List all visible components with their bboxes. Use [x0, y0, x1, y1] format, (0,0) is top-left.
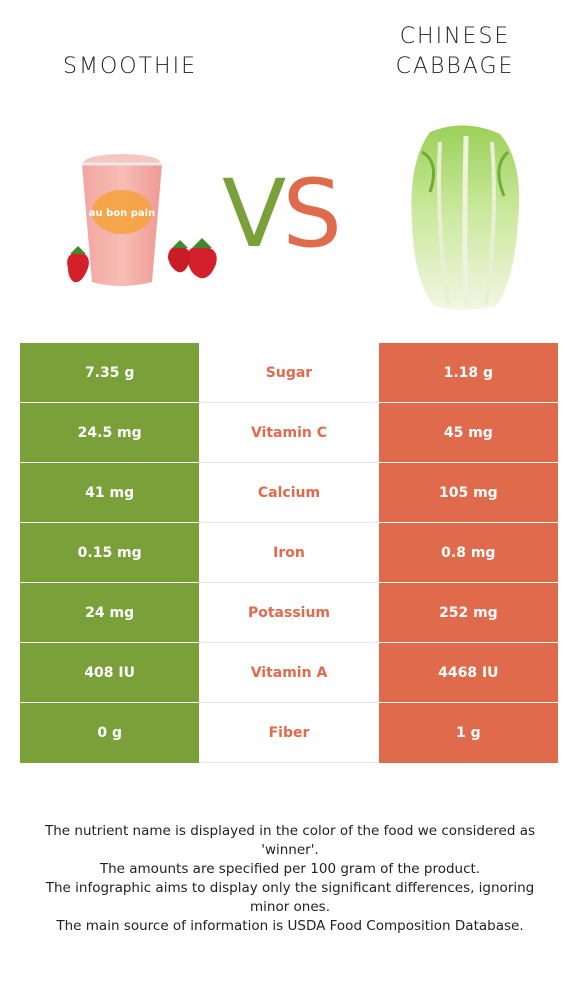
strawberry-right-icon [168, 238, 217, 279]
chinese-cabbage-title-line1: CHINESE [399, 24, 511, 49]
comparison-row: 41 mg Calcium 105 mg [20, 462, 558, 523]
smoothie-title: SMOOTHIE [63, 54, 197, 79]
comparison-row: 7.35 g Sugar 1.18 g [20, 343, 558, 403]
comparison-row: 408 IU Vitamin A 4468 IU [20, 642, 558, 703]
footnote: The amounts are specified per 100 gram o… [99, 861, 481, 877]
right-value: 45 mg [378, 402, 558, 463]
comparison-row: 0.15 mg Iron 0.8 mg [20, 522, 558, 583]
nutrient-name: Iron [199, 522, 379, 583]
nutrient-name: Vitamin A [199, 642, 379, 703]
nutrient-name: Fiber [199, 702, 379, 763]
comparison-row: 24.5 mg Vitamin C 45 mg [20, 402, 558, 463]
versus-label: VS [222, 168, 342, 262]
footnote: The nutrient name is displayed in the co… [44, 823, 536, 858]
chinese-cabbage-title: CHINESE CABBAGE [340, 22, 570, 82]
versus-s: S [282, 160, 342, 269]
footnotes: The nutrient name is displayed in the co… [28, 822, 552, 936]
smoothie-image: au bon pain [67, 154, 217, 286]
footnote: The main source of information is USDA F… [56, 918, 524, 934]
right-value: 4468 IU [378, 642, 558, 703]
nutrient-name: Calcium [199, 462, 379, 523]
nutrient-name: Sugar [199, 343, 379, 403]
left-value: 408 IU [20, 642, 200, 703]
left-value: 24.5 mg [20, 402, 200, 463]
right-value: 1 g [378, 702, 558, 763]
cup-brand-text: au bon pain [89, 208, 155, 219]
left-value: 0.15 mg [20, 522, 200, 583]
right-value: 252 mg [378, 582, 558, 643]
nutrient-name: Vitamin C [199, 402, 379, 463]
comparison-table: 7.35 g Sugar 1.18 g 24.5 mg Vitamin C 45 mg 41… [20, 343, 558, 763]
left-value: 41 mg [20, 462, 200, 523]
chinese-cabbage-image [411, 125, 520, 310]
left-value: 7.35 g [20, 343, 200, 403]
left-value: 24 mg [20, 582, 200, 643]
right-value: 0.8 mg [378, 522, 558, 583]
right-value: 105 mg [378, 462, 558, 523]
versus-v: V [222, 160, 286, 269]
comparison-row: 24 mg Potassium 252 mg [20, 582, 558, 643]
strawberry-left-icon [67, 246, 89, 283]
comparison-row: 0 g Fiber 1 g [20, 702, 558, 763]
right-value: 1.18 g [378, 343, 558, 403]
footnote: The infographic aims to display only the… [45, 880, 535, 915]
chinese-cabbage-title-line2: CABBAGE [395, 54, 515, 79]
left-value: 0 g [20, 702, 200, 763]
nutrient-name: Potassium [199, 582, 379, 643]
